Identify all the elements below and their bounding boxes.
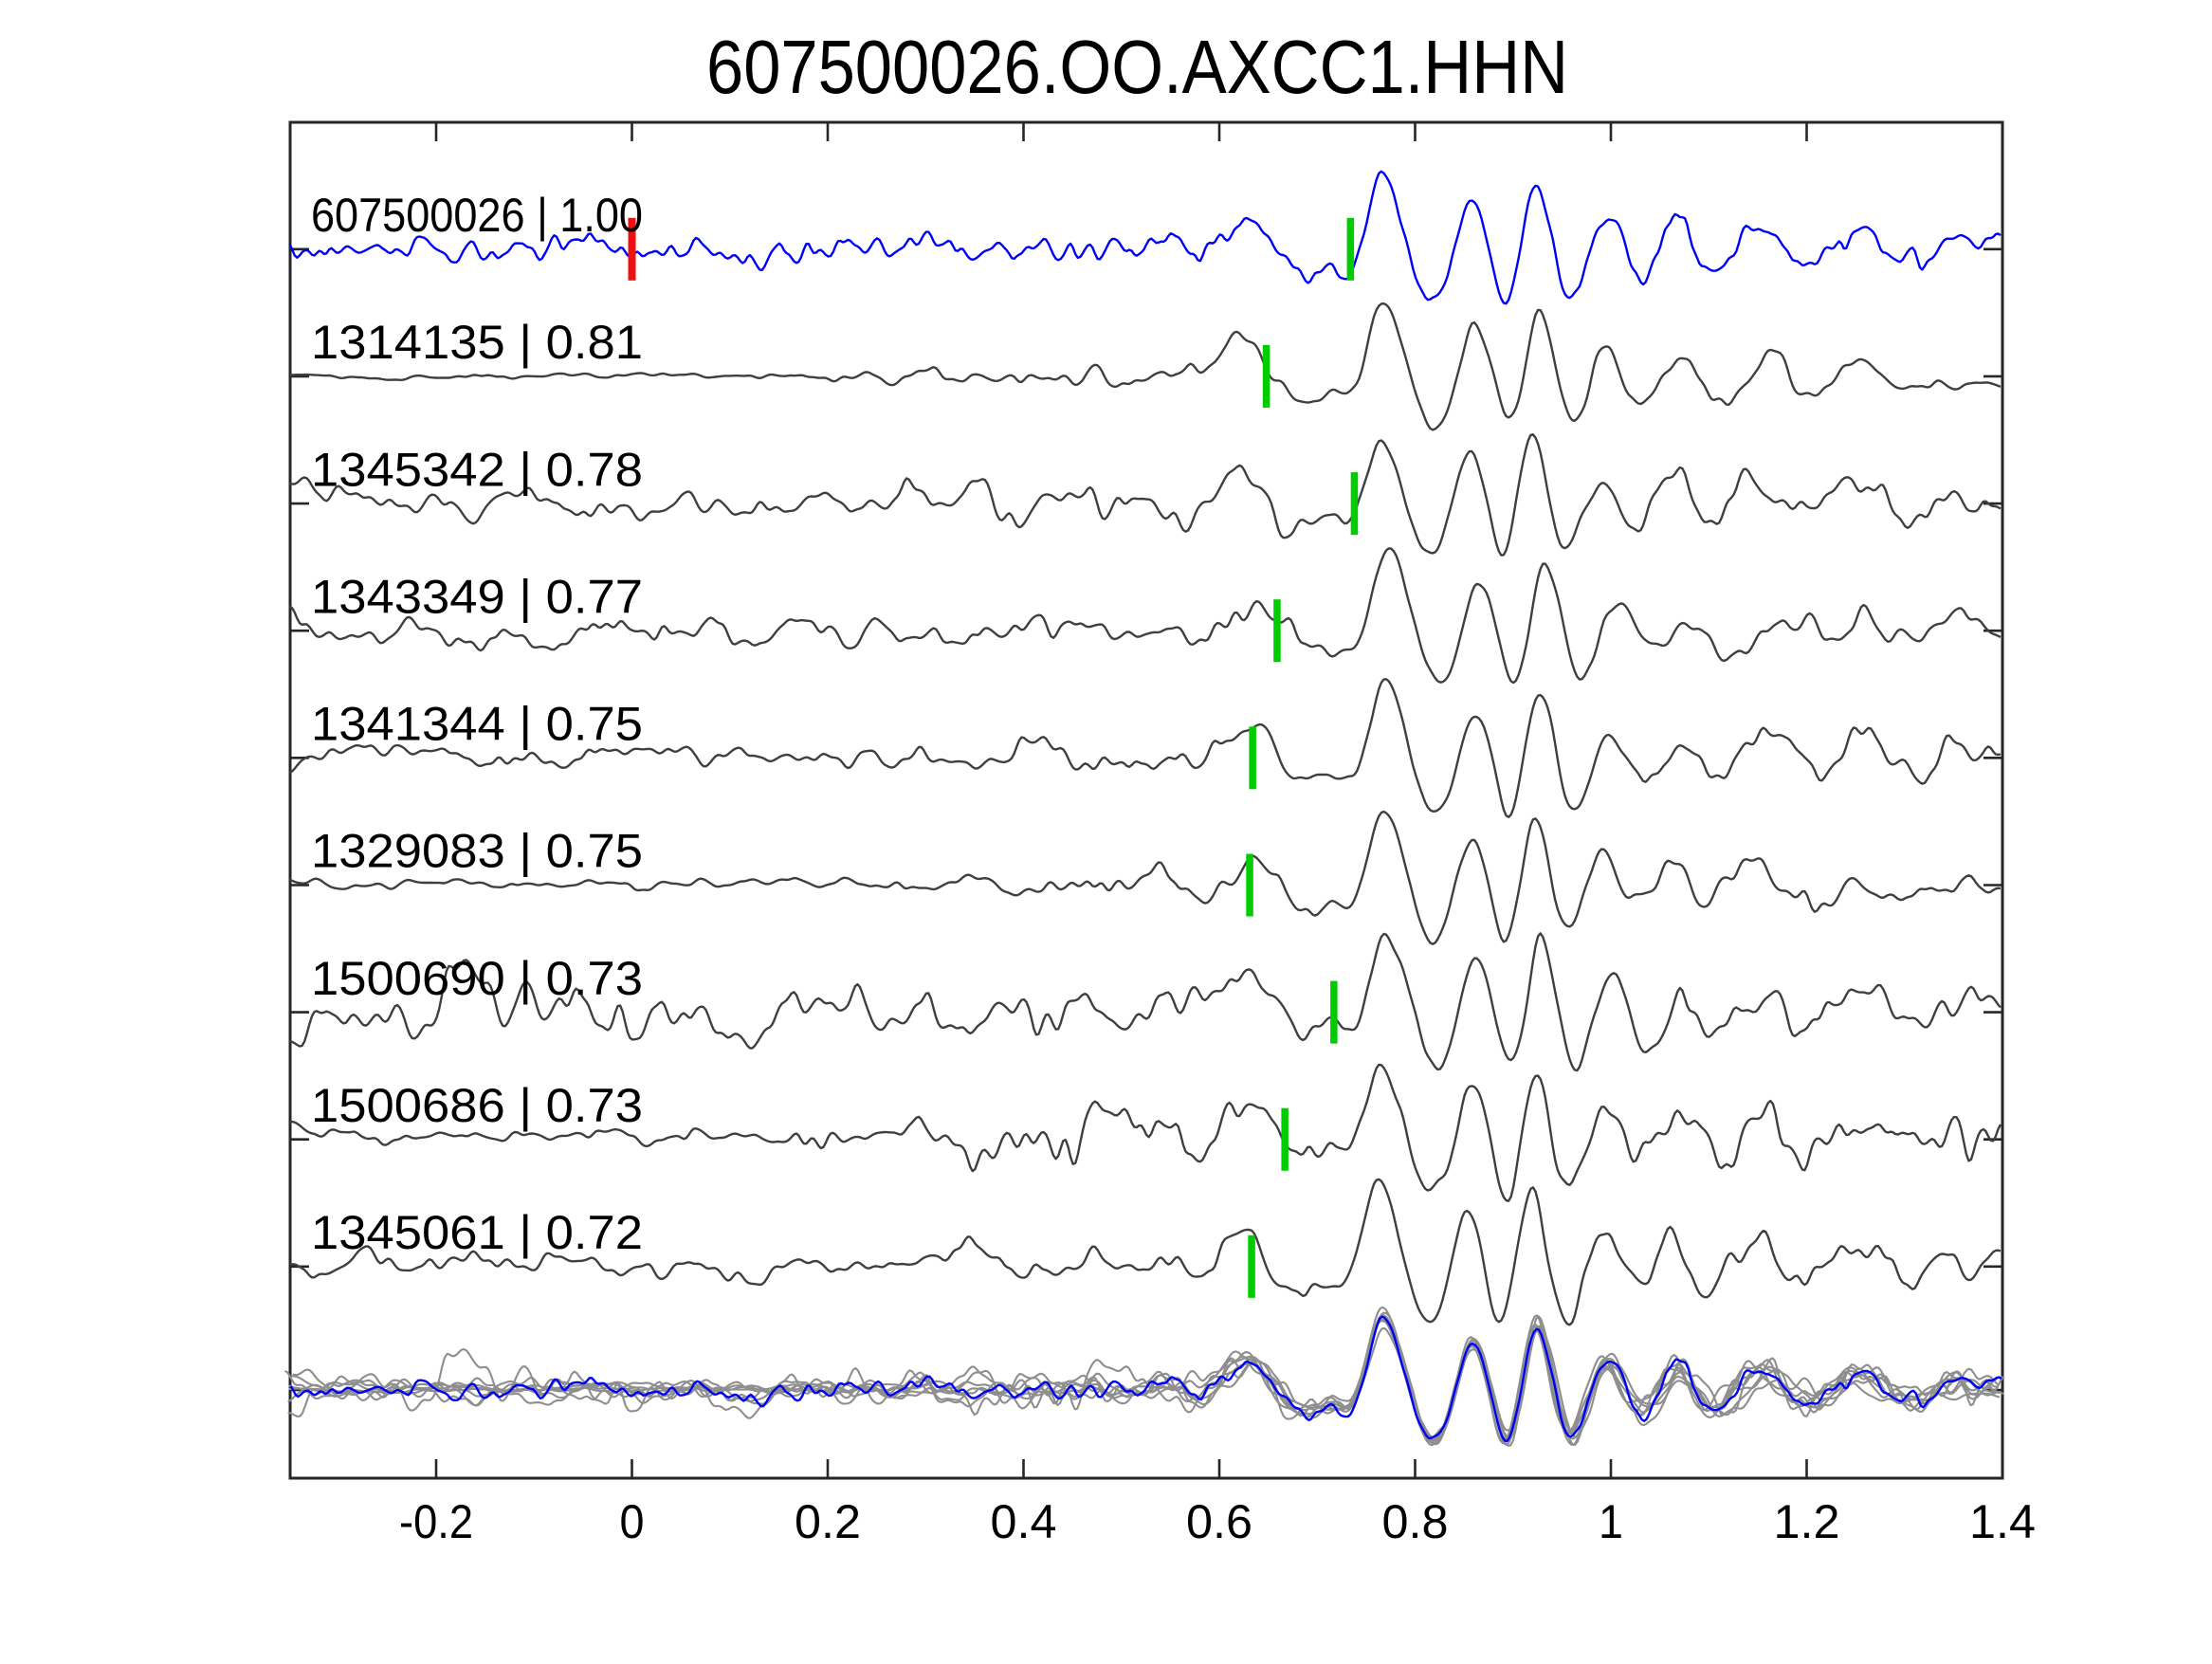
svg-text:1314135 | 0.81: 1314135 | 0.81	[311, 316, 643, 369]
svg-text:0.6: 0.6	[1186, 1495, 1252, 1548]
svg-text:0.4: 0.4	[991, 1495, 1057, 1548]
svg-text:1345342 | 0.78: 1345342 | 0.78	[311, 443, 643, 496]
svg-text:1.2: 1.2	[1774, 1495, 1840, 1548]
svg-text:0: 0	[620, 1495, 645, 1548]
svg-text:0.2: 0.2	[795, 1495, 861, 1548]
svg-text:1329083 | 0.75: 1329083 | 0.75	[311, 825, 643, 878]
svg-text:1341344 | 0.75: 1341344 | 0.75	[311, 698, 643, 751]
svg-text:0.8: 0.8	[1382, 1495, 1449, 1548]
svg-text:607500026.OO.AXCC1.HHN: 607500026.OO.AXCC1.HHN	[706, 25, 1568, 109]
svg-text:1.4: 1.4	[1969, 1495, 2036, 1548]
svg-text:1500690 | 0.73: 1500690 | 0.73	[311, 952, 643, 1005]
svg-text:1: 1	[1599, 1495, 1623, 1548]
svg-text:607500026 | 1.00: 607500026 | 1.00	[311, 189, 643, 242]
svg-text:-0.2: -0.2	[399, 1495, 473, 1548]
svg-text:1500686 | 0.73: 1500686 | 0.73	[311, 1079, 643, 1132]
svg-text:1343349 | 0.77: 1343349 | 0.77	[311, 570, 643, 623]
svg-text:1345061 | 0.72: 1345061 | 0.72	[311, 1206, 643, 1259]
